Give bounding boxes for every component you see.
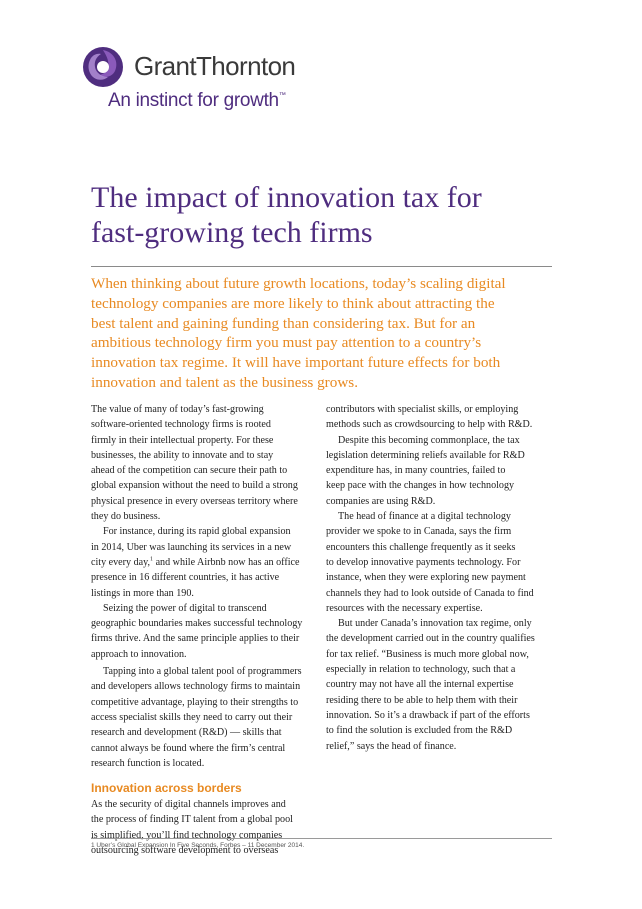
paragraph: The value of many of today’s fast-growin… (91, 404, 298, 523)
trademark-symbol: ™ (278, 92, 286, 99)
title-line-2: fast-growing tech firms (91, 216, 373, 249)
footnote: 1 Uber’s Global Expansion In Five Second… (91, 842, 305, 849)
footnote-divider (91, 838, 552, 839)
paragraph: Seizing the power of digital to transcen… (91, 602, 303, 660)
intro-line: innovation and talent as the business gr… (91, 373, 359, 391)
paragraph: The head of finance at a digital technol… (326, 511, 534, 614)
grant-thornton-logo: GrantThornton An instinct for growth™ (82, 44, 312, 116)
intro-paragraph: When thinking about future growth locati… (91, 274, 553, 393)
paragraph: Tapping into a global talent pool of pro… (91, 666, 302, 769)
logo-tagline: An instinct for growth™ (108, 90, 286, 111)
section-heading: Innovation across borders (91, 781, 242, 796)
article-title: The impact of innovation tax for fast-gr… (91, 180, 551, 250)
paragraph: Despite this becoming commonplace, the t… (326, 434, 525, 507)
intro-line: innovation tax regime. It will have impo… (91, 354, 501, 372)
intro-line: technology companies are more likely to … (91, 294, 495, 312)
title-divider (91, 266, 552, 267)
body-column-left: The value of many of today’s fast-growin… (91, 402, 317, 858)
grant-thornton-swirl-icon (83, 47, 123, 87)
paragraph: contributors with specialist skills, or … (326, 404, 533, 431)
paragraph: As the security of digital channels impr… (91, 799, 293, 857)
paragraph: For instance, during its rapid global ex… (91, 526, 300, 599)
intro-line: best talent and gaining funding than con… (91, 314, 476, 332)
logo-wordmark: GrantThornton (134, 51, 296, 81)
paragraph: But under Canada’s innovation tax regime… (326, 618, 535, 752)
intro-line: When thinking about future growth locati… (91, 275, 506, 292)
intro-line: ambitious technology firm you must pay a… (91, 334, 482, 352)
body-column-right: contributors with specialist skills, or … (326, 402, 554, 754)
footnote-reference: 1 (150, 556, 154, 563)
title-line-1: The impact of innovation tax for (91, 181, 482, 214)
